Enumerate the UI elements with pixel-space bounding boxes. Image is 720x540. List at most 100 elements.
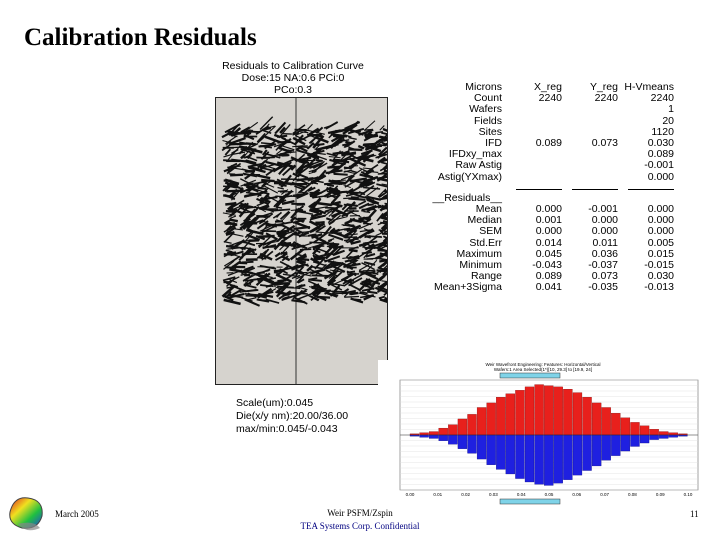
residual-vector: [383, 189, 387, 193]
residual-vector: [231, 288, 243, 297]
residual-vector: [361, 262, 375, 271]
residual-vector: [275, 162, 291, 171]
stats-value: 0.089: [647, 148, 674, 161]
residual-vector: [259, 219, 266, 224]
residuals-heading-row: __Residuals__: [430, 191, 674, 204]
histogram-x-tick: 0.05: [545, 492, 554, 497]
residual-vector: [365, 197, 380, 205]
residual-vector: [261, 149, 268, 156]
stats-value: [506, 116, 562, 127]
histogram-bar-upper: [639, 425, 650, 436]
residual-vector: [315, 224, 326, 233]
residual-vector: [296, 259, 307, 264]
residual-vector: [360, 180, 374, 188]
histogram-bar-upper: [591, 402, 602, 436]
residual-vector: [328, 233, 344, 241]
residual-vector: [330, 133, 348, 138]
residual-vector: [310, 257, 320, 264]
residual-vector: [309, 194, 318, 198]
residual-vector: [226, 232, 244, 237]
residual-vector: [241, 240, 256, 247]
residual-vector: [277, 138, 292, 150]
residual-vector: [324, 206, 338, 210]
residual-vector: [256, 220, 269, 230]
residual-vector: [296, 286, 308, 291]
residual-vector: [258, 256, 267, 260]
residual-vector: [326, 152, 338, 157]
histogram-bar-upper: [534, 384, 544, 436]
histogram-bar-upper: [496, 397, 506, 436]
stats-label: Maximum: [456, 247, 502, 260]
residual-vector: [276, 232, 288, 243]
residual-vector: [227, 269, 243, 277]
residual-vector: [244, 192, 262, 198]
stats-label: Mean: [475, 202, 502, 215]
residual-vector: [314, 235, 327, 243]
residual-vector: [230, 173, 244, 177]
residual-vector: [224, 181, 236, 193]
stats-row: Count 2240 2240 2240: [430, 93, 674, 104]
residuals-heading: __Residuals__: [432, 191, 502, 204]
residual-vector: [376, 183, 387, 188]
residual-vector: [342, 230, 353, 239]
residual-vector: [342, 123, 358, 135]
stats-row: Mean+3Sigma 0.041 -0.035 -0.013: [430, 282, 674, 293]
stats-label: SEM: [479, 225, 502, 238]
residual-vector: [328, 207, 339, 217]
residual-vector: [312, 266, 324, 270]
stats-value: 0.000: [647, 214, 674, 227]
histogram-x-tick: 0.09: [656, 492, 665, 497]
residual-vector: [239, 218, 251, 227]
residual-vector: [331, 271, 343, 282]
residual-vector: [259, 116, 274, 130]
residual-vector: [324, 243, 336, 255]
residual-vector: [384, 296, 387, 301]
residual-vector: [364, 120, 376, 131]
residual-vector: [328, 156, 341, 159]
residual-vector: [331, 228, 341, 235]
residual-vector: [349, 120, 359, 129]
residual-vector: [296, 149, 311, 156]
histogram-bar-lower: [572, 434, 583, 476]
residual-vector: [316, 289, 331, 293]
residual-vector: [223, 298, 241, 306]
stats-value: 0.005: [647, 236, 674, 249]
residual-vector: [227, 162, 238, 170]
residual-vector: [384, 202, 387, 205]
stats-label: Std.Err: [469, 236, 502, 249]
residual-vector: [342, 278, 354, 285]
residual-vector: [308, 132, 322, 144]
residual-vector: [379, 259, 387, 263]
stats-value: 0.000: [591, 214, 618, 227]
residual-vector: [363, 154, 377, 159]
histogram-bar-lower: [659, 434, 669, 439]
residual-vector: [292, 131, 300, 136]
residual-vector: [359, 185, 375, 197]
stats-label: Fields: [473, 114, 502, 127]
residual-vector: [383, 169, 387, 173]
residual-vector: [296, 253, 307, 261]
residual-vector: [295, 146, 310, 149]
residual-vector: [241, 260, 254, 264]
residual-vector: [296, 177, 314, 182]
residual-vector: [227, 206, 234, 213]
residual-vector: [330, 135, 342, 143]
residual-vector: [333, 159, 350, 164]
residual-vector: [290, 164, 297, 171]
residual-vector: [224, 123, 241, 134]
stats-label: Raw Astig: [455, 159, 502, 172]
stats-label: Median: [467, 214, 502, 227]
stats-row: Raw Astig -0.001: [430, 160, 674, 171]
residual-vector: [309, 215, 326, 221]
histogram-title: Weir Wavefront Engineering: Features: Ho…: [485, 362, 600, 367]
stats-value: 0.073: [591, 270, 618, 283]
residual-vector: [333, 172, 348, 176]
residual-vector: [243, 232, 254, 244]
residual-vector: [377, 249, 387, 252]
residual-vector: [296, 260, 309, 267]
residual-vector: [358, 264, 370, 271]
residual-vector: [381, 170, 387, 174]
residual-vector: [228, 208, 238, 218]
residual-vector: [364, 139, 381, 151]
histogram-scrollbar-top: [499, 372, 561, 379]
